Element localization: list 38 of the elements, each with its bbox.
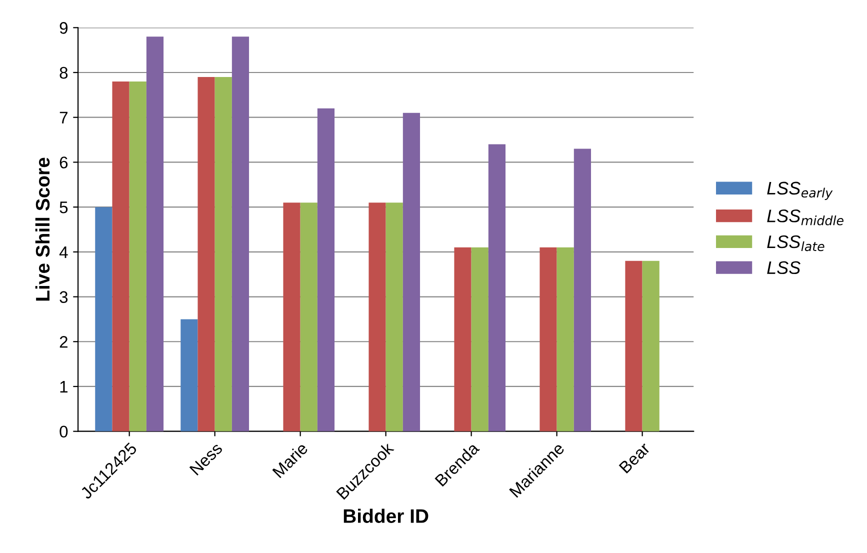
y-tick-label: 7 xyxy=(60,112,68,124)
bar xyxy=(642,260,660,432)
bar xyxy=(402,112,420,432)
bar xyxy=(540,247,557,432)
bar xyxy=(471,247,488,432)
y-tick-label: 6 xyxy=(60,156,68,168)
legend-label: LSS$_{middle}$ xyxy=(767,210,844,226)
bar xyxy=(454,247,472,432)
y-tick-label: 1 xyxy=(60,381,68,393)
bar xyxy=(95,207,112,432)
bar xyxy=(146,36,164,432)
y-tick-label: 9 xyxy=(60,22,68,34)
y-axis-title: Live Shill Score xyxy=(35,158,50,301)
legend-label: LSS$_{late}$ xyxy=(767,235,824,252)
bar xyxy=(368,202,386,432)
bar xyxy=(283,202,300,432)
bar xyxy=(574,148,592,432)
y-tick-label: 0 xyxy=(60,426,68,438)
bar xyxy=(129,81,146,432)
bar xyxy=(386,202,403,432)
y-tick-label: 2 xyxy=(60,336,68,348)
bar xyxy=(180,319,198,432)
bar xyxy=(198,76,215,432)
bar xyxy=(300,202,318,432)
x-axis-title: Bidder ID xyxy=(344,508,428,523)
y-tick-label: 5 xyxy=(60,202,68,214)
bar xyxy=(112,81,130,432)
bar xyxy=(556,247,574,432)
bar xyxy=(625,260,642,432)
legend-label: LSS xyxy=(767,261,800,274)
bar xyxy=(488,144,506,432)
bar xyxy=(317,108,335,432)
legend-label: LSS$_{early}$ xyxy=(767,182,833,200)
y-tick-label: 4 xyxy=(59,246,68,258)
bar xyxy=(214,76,232,432)
y-tick-label: 8 xyxy=(60,66,68,79)
y-tick-label: 3 xyxy=(60,291,68,303)
bar xyxy=(232,36,250,432)
